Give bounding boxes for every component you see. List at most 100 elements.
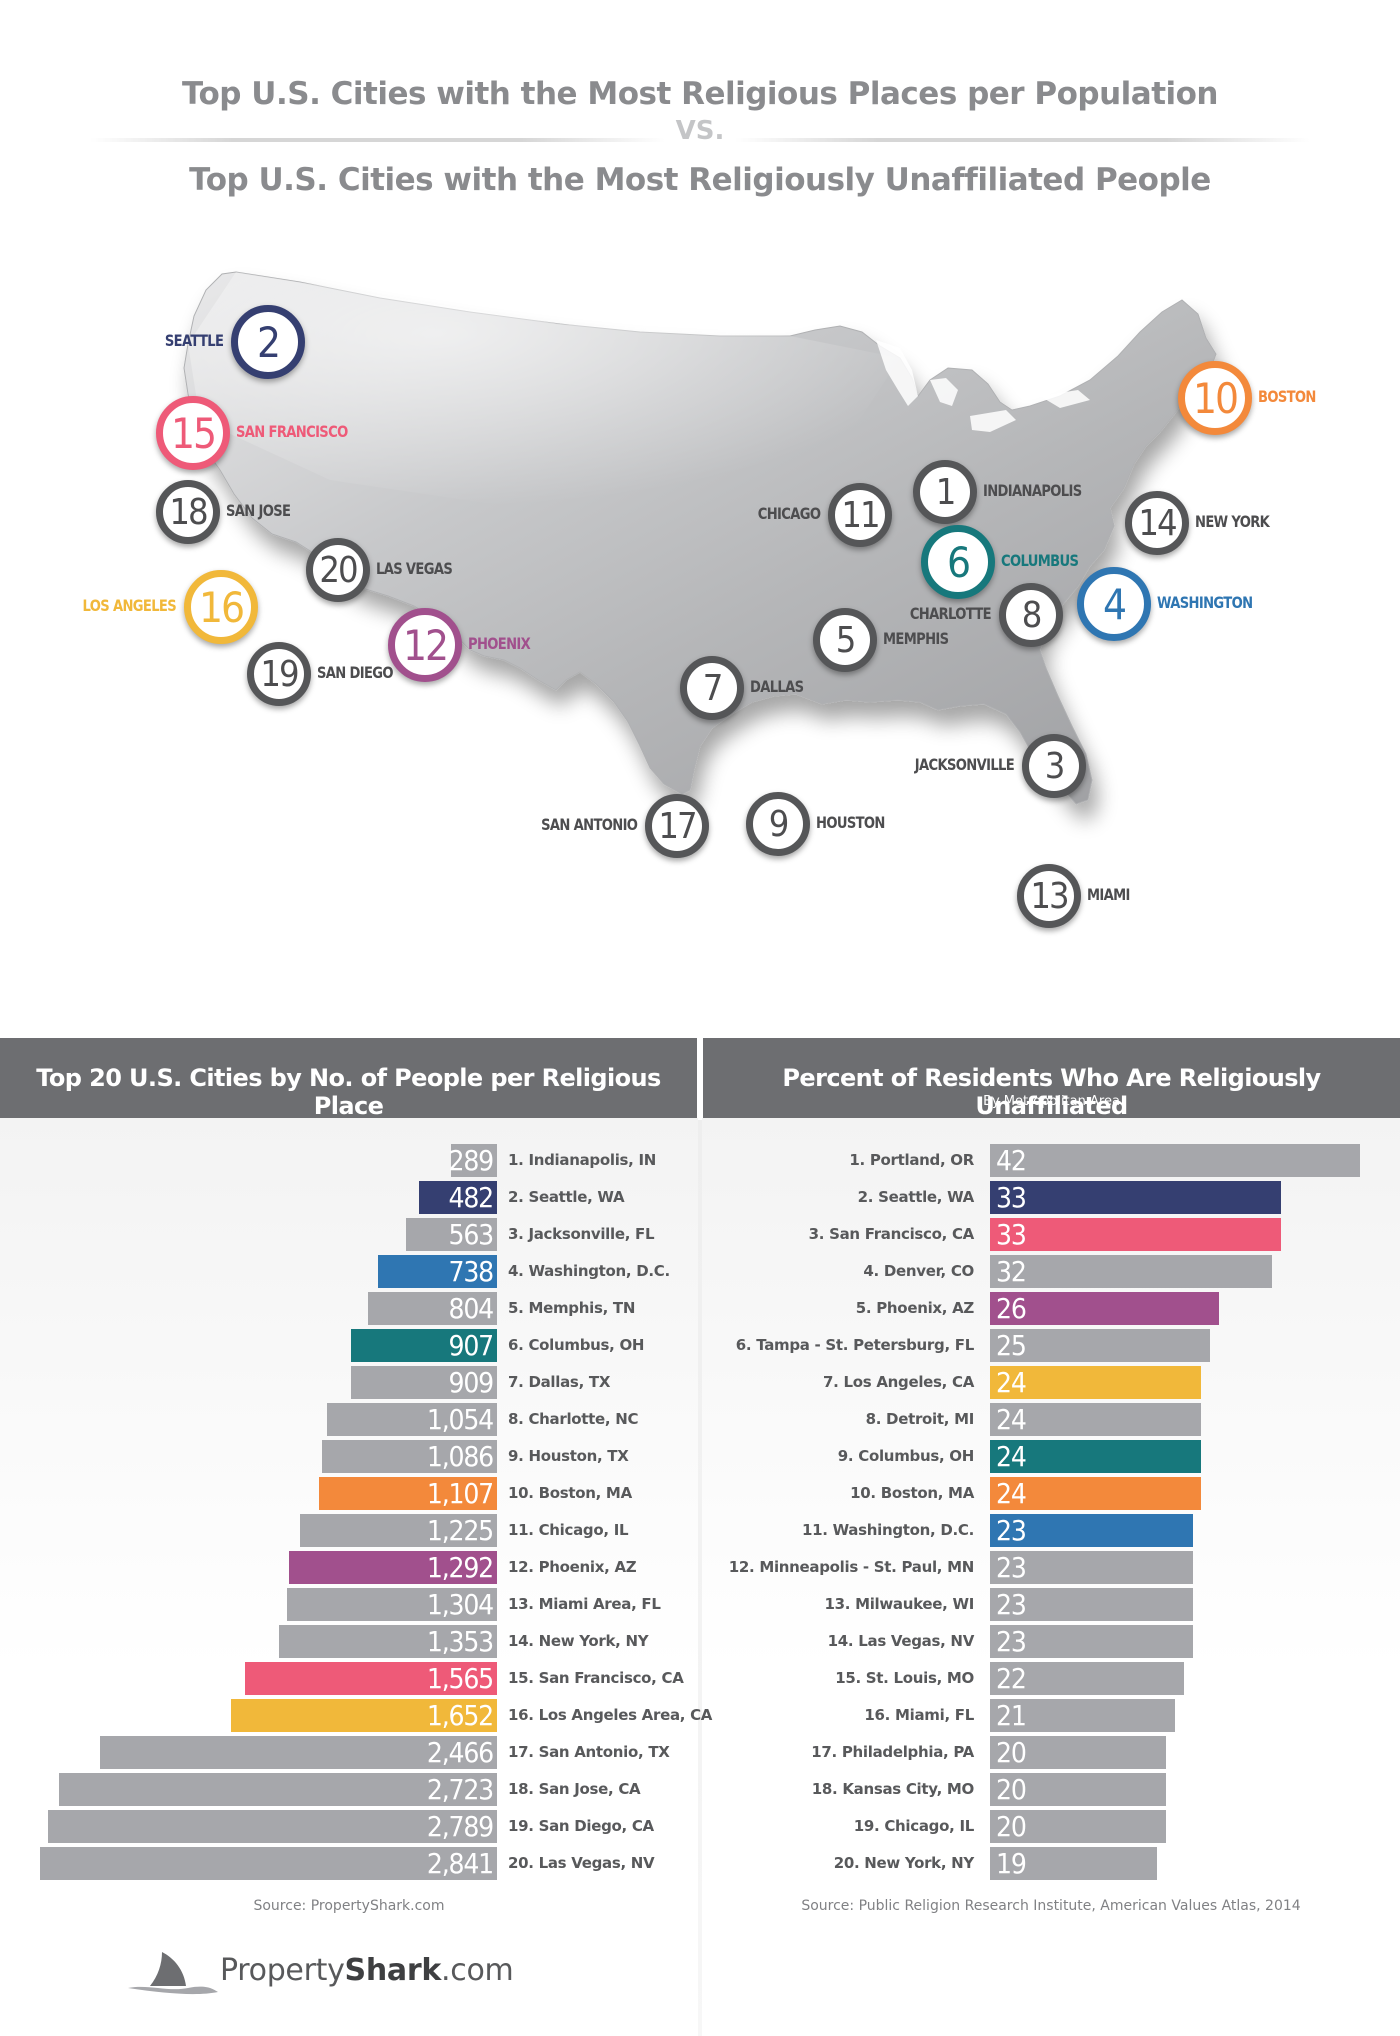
right-chart-value-label: 24	[996, 1477, 1027, 1510]
right-chart-value-label: 26	[996, 1292, 1027, 1325]
right-chart-bar	[990, 1181, 1281, 1214]
logo-text-bold: Shark	[344, 1953, 442, 1988]
left-chart-value-label: 907	[448, 1329, 495, 1362]
left-chart-category-label: 11. Chicago, IL	[508, 1521, 629, 1539]
right-chart-bar	[990, 1588, 1193, 1621]
left-chart-bar	[451, 1144, 497, 1177]
divider-left	[90, 138, 665, 142]
right-chart-bar	[990, 1292, 1219, 1325]
right-chart-value-label: 33	[996, 1181, 1027, 1214]
left-chart-value-label: 2,466	[426, 1736, 494, 1769]
map-city-label: INDIANAPOLIS	[983, 481, 1082, 500]
left-chart-value-label: 1,225	[426, 1514, 494, 1547]
map-marker-dallas: 7	[680, 656, 744, 720]
left-chart-category-label: 3. Jacksonville, FL	[508, 1225, 655, 1243]
left-chart-value-label: 1,107	[426, 1477, 494, 1510]
map-city-label: HOUSTON	[816, 813, 885, 832]
right-chart-value-label: 32	[996, 1255, 1027, 1288]
left-chart-category-label: 19. San Diego, CA	[508, 1817, 654, 1835]
left-chart-title: Top 20 U.S. Cities by No. of People per …	[0, 1038, 697, 1120]
right-chart-bar	[990, 1440, 1201, 1473]
left-chart-bar	[351, 1329, 497, 1362]
right-chart-category-label: 2. Seattle, WA	[857, 1188, 975, 1206]
right-chart-bar	[990, 1662, 1184, 1695]
right-chart-bar	[990, 1625, 1193, 1658]
main-title: Top U.S. Cities with the Most Religious …	[181, 76, 1219, 112]
left-chart-bar	[231, 1699, 497, 1732]
right-chart-value-label: 23	[996, 1514, 1027, 1547]
panel-divider	[698, 1120, 702, 2036]
left-chart-bar	[40, 1847, 497, 1880]
right-chart-category-label: 17. Philadelphia, PA	[811, 1743, 974, 1761]
left-chart-bar	[100, 1736, 497, 1769]
left-chart-bar	[368, 1292, 497, 1325]
right-chart-value-label: 23	[996, 1588, 1027, 1621]
map-marker-houston: 9	[746, 792, 810, 856]
left-chart-value-label: 1,353	[426, 1625, 494, 1658]
left-chart-bar	[48, 1810, 497, 1843]
left-chart-bar	[322, 1440, 497, 1473]
right-chart-bar	[990, 1699, 1175, 1732]
map-city-label: SAN JOSE	[226, 501, 291, 520]
map-city-label: NEW YORK	[1195, 512, 1270, 531]
left-chart-category-label: 15. San Francisco, CA	[508, 1669, 684, 1687]
left-chart-category-label: 5. Memphis, TN	[508, 1299, 636, 1317]
left-chart-value-label: 289	[448, 1144, 495, 1177]
map-city-label: DALLAS	[750, 677, 804, 696]
left-chart-value-label: 563	[448, 1218, 495, 1251]
map-city-label: MIAMI	[1087, 885, 1130, 904]
right-chart-value-label: 22	[996, 1662, 1027, 1695]
right-chart-category-label: 4. Denver, CO	[863, 1262, 974, 1280]
map-city-label: SAN ANTONIO	[540, 815, 638, 834]
left-chart-bar	[59, 1773, 497, 1806]
left-chart-value-label: 1,652	[426, 1699, 494, 1732]
right-chart-bar	[990, 1551, 1193, 1584]
right-chart-bar	[990, 1144, 1360, 1177]
left-chart-value-label: 2,789	[426, 1810, 494, 1843]
left-chart-value-label: 1,086	[426, 1440, 494, 1473]
right-chart-category-label: 15. St. Louis, MO	[835, 1669, 974, 1687]
map-city-label: CHARLOTTE	[909, 604, 992, 623]
map-city-label: PHOENIX	[468, 634, 531, 653]
propertyshark-logo-text[interactable]: PropertyShark.com	[220, 1953, 514, 1988]
left-chart-value-label: 738	[448, 1255, 495, 1288]
right-chart-bar	[990, 1736, 1166, 1769]
left-chart-value-label: 482	[448, 1181, 495, 1214]
left-chart-bar	[378, 1255, 497, 1288]
right-chart-value-label: 23	[996, 1551, 1027, 1584]
right-chart-source: Source: Public Religion Research Institu…	[801, 1898, 1301, 1914]
left-chart-value-label: 909	[448, 1366, 495, 1399]
left-chart-value-label: 1,292	[426, 1551, 494, 1584]
map-marker-boston: 10	[1178, 361, 1252, 435]
map-city-label: LAS VEGAS	[376, 559, 453, 578]
left-chart-bar	[327, 1403, 497, 1436]
left-chart-bar	[300, 1514, 497, 1547]
right-chart-value-label: 23	[996, 1625, 1027, 1658]
right-chart-category-label: 6. Tampa - St. Petersburg, FL	[735, 1336, 975, 1354]
us-map-shape	[183, 271, 1217, 805]
map-marker-columbus: 6	[921, 525, 995, 599]
right-chart-category-label: 13. Milwaukee, WI	[824, 1595, 974, 1613]
right-chart-bar	[990, 1810, 1166, 1843]
map-marker-los-angeles: 16	[184, 570, 258, 644]
map-city-label: WASHINGTON	[1157, 593, 1253, 612]
us-map: 2 SEATTLE 15 SAN FRANCISCO 18 SAN JOSE 16 LOS A…	[0, 220, 1400, 1020]
right-chart-category-label: 3. San Francisco, CA	[808, 1225, 975, 1243]
map-city-label: SAN FRANCISCO	[236, 422, 348, 441]
left-chart-value-label: 804	[448, 1292, 495, 1325]
map-marker-san-diego: 19	[247, 642, 311, 706]
right-chart-bar	[990, 1218, 1281, 1251]
right-chart-bar	[990, 1477, 1201, 1510]
left-chart-bar	[419, 1181, 497, 1214]
right-chart-value-label: 20	[996, 1810, 1027, 1843]
map-marker-las-vegas: 20	[306, 538, 370, 602]
map-city-label: JACKSONVILLE	[914, 755, 1015, 774]
right-chart-category-label: 18. Kansas City, MO	[811, 1780, 975, 1798]
right-chart-value-label: 24	[996, 1403, 1027, 1436]
map-city-label: COLUMBUS	[1001, 551, 1079, 570]
left-chart-category-label: 18. San Jose, CA	[508, 1780, 641, 1798]
map-marker-jacksonville: 3	[1022, 734, 1086, 798]
right-chart-category-label: 14. Las Vegas, NV	[827, 1632, 975, 1650]
right-chart-category-label: 5. Phoenix, AZ	[855, 1299, 975, 1317]
left-chart-value-label: 1,304	[426, 1588, 494, 1621]
